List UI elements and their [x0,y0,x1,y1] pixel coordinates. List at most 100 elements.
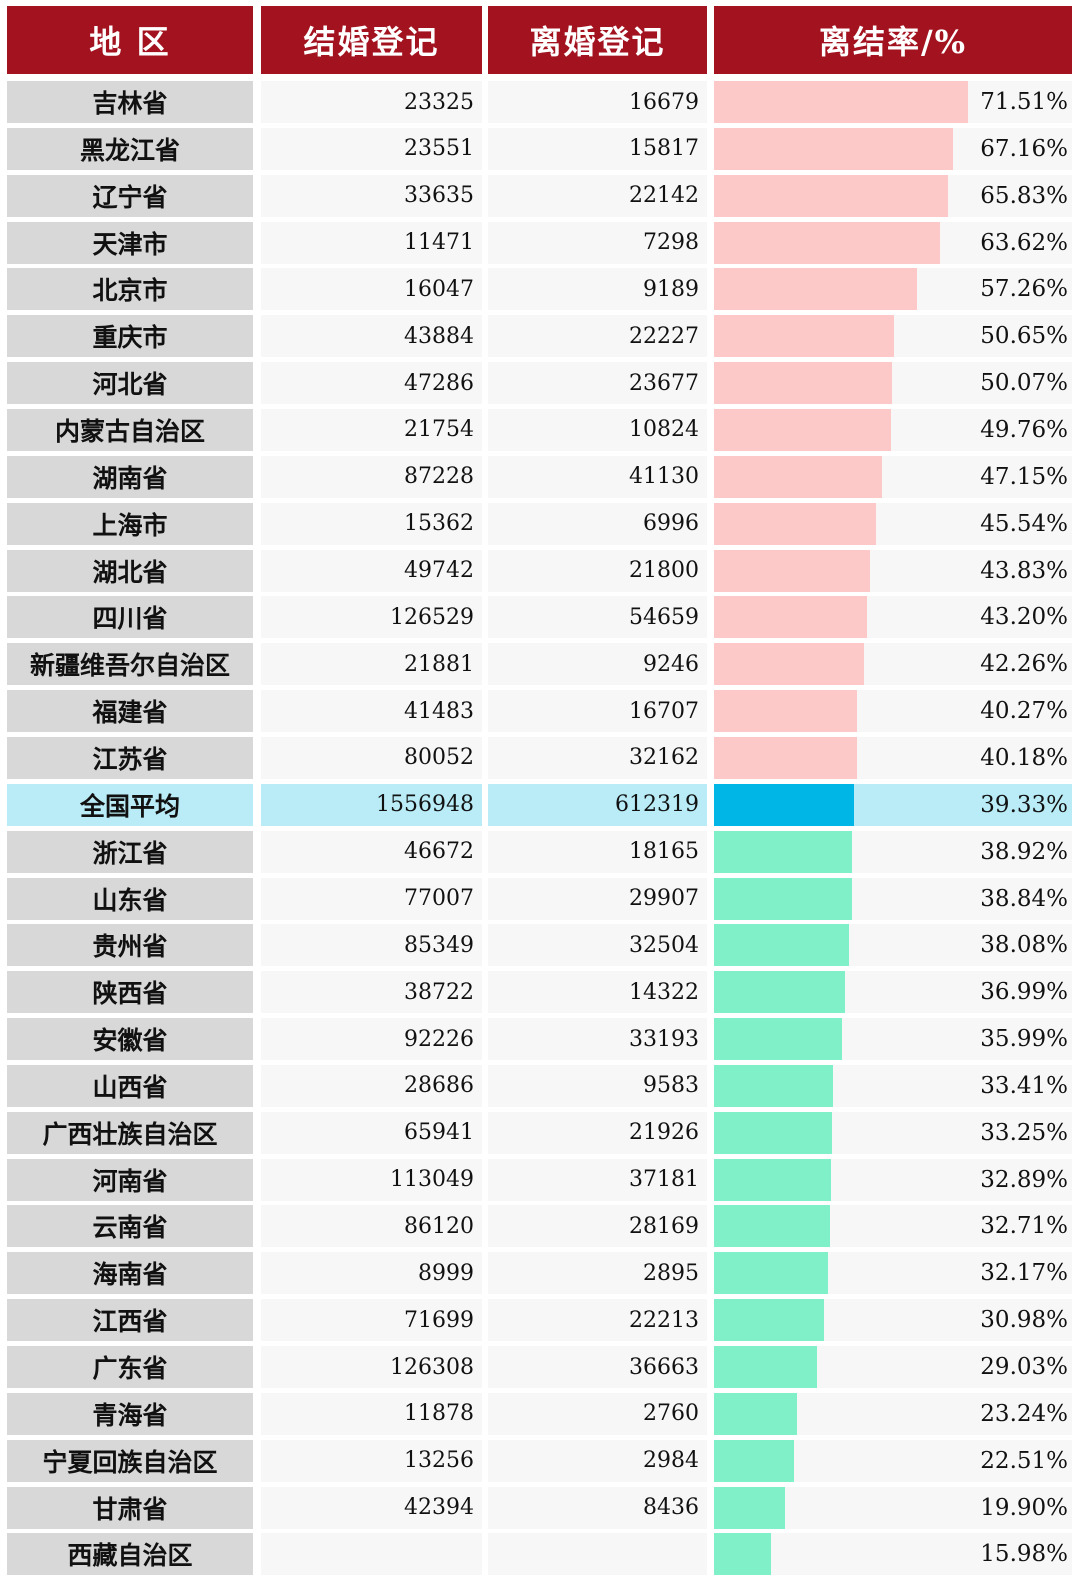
divorces-cell: 28169 [488,1205,707,1248]
table-row: 山西省 28686 9583 33.41% [0,1064,1080,1107]
table-row: 辽宁省 33635 22142 65.83% [0,174,1080,217]
divorces-cell [488,1533,707,1575]
rate-bar [714,1252,829,1295]
table-row: 青海省 11878 2760 23.24% [0,1392,1080,1435]
rate-cell: 43.83% [714,549,1072,592]
rate-cell: 38.08% [714,924,1072,967]
rate-bar [714,924,850,967]
rate-label: 35.99% [980,1026,1068,1052]
table-row: 北京市 16047 9189 57.26% [0,268,1080,311]
rate-cell: 71.51% [714,81,1072,123]
region-cell: 贵州省 [7,924,253,967]
rate-label: 43.20% [980,604,1068,631]
marriages-cell: 8999 [261,1252,482,1295]
table-row: 西藏自治区 15.98% [0,1533,1080,1575]
rate-label: 39.33% [980,791,1068,818]
divorces-cell: 14322 [488,971,707,1014]
marriages-cell: 126529 [261,596,482,639]
region-cell: 吉林省 [7,81,253,123]
region-cell: 湖北省 [7,549,253,592]
rate-bar [714,1018,842,1060]
region-cell: 安徽省 [7,1018,253,1060]
divorces-cell: 29907 [488,877,707,920]
rate-cell: 38.84% [714,877,1072,920]
rate-cell: 47.15% [714,455,1072,498]
table-row: 福建省 41483 16707 40.27% [0,690,1080,733]
table-row: 上海市 15362 6996 45.54% [0,502,1080,545]
rate-label: 47.15% [980,463,1068,490]
rate-bar [714,1439,794,1482]
table-row: 新疆维吾尔自治区 21881 9246 42.26% [0,643,1080,686]
divorces-cell: 22227 [488,315,707,358]
divorces-cell: 612319 [488,783,707,826]
marriages-cell: 126308 [261,1346,482,1388]
marriages-cell: 41483 [261,690,482,733]
region-cell: 四川省 [7,596,253,639]
rate-label: 33.25% [980,1119,1068,1146]
divorces-cell: 22213 [488,1299,707,1342]
rate-label: 57.26% [980,276,1068,303]
region-cell: 海南省 [7,1252,253,1295]
rate-label: 22.51% [980,1447,1068,1474]
rate-label: 33.41% [980,1072,1068,1099]
rate-bar [714,596,868,639]
marriages-cell: 49742 [261,549,482,592]
region-cell: 青海省 [7,1392,253,1435]
rate-label: 30.98% [980,1307,1068,1334]
rate-bar [714,1158,831,1201]
divorces-cell: 9583 [488,1064,707,1107]
table-row: 湖北省 49742 21800 43.83% [0,549,1080,592]
rate-cell: 57.26% [714,268,1072,311]
rate-cell: 15.98% [714,1533,1072,1575]
marriages-cell: 21754 [261,408,482,451]
marriages-cell: 13256 [261,1439,482,1482]
rate-bar [714,736,857,779]
region-cell: 陕西省 [7,971,253,1014]
rate-bar [714,830,853,873]
rate-bar [714,1205,831,1248]
divorces-cell: 2895 [488,1252,707,1295]
region-cell: 河北省 [7,362,253,405]
region-cell: 山西省 [7,1064,253,1107]
rate-label: 71.51% [980,89,1068,115]
rate-cell: 49.76% [714,408,1072,451]
marriages-cell: 21881 [261,643,482,686]
table-row: 河南省 113049 37181 32.89% [0,1158,1080,1201]
rate-label: 23.24% [980,1400,1068,1427]
marriages-cell: 65941 [261,1111,482,1154]
rate-label: 40.18% [980,744,1068,771]
region-cell: 江西省 [7,1299,253,1342]
table-row: 河北省 47286 23677 50.07% [0,362,1080,405]
rate-label: 40.27% [980,698,1068,725]
rate-cell: 39.33% [714,783,1072,826]
region-cell: 湖南省 [7,455,253,498]
rate-bar [714,1392,797,1435]
divorces-cell: 9246 [488,643,707,686]
rate-bar [714,877,852,920]
region-cell: 西藏自治区 [7,1533,253,1575]
marriages-cell: 11878 [261,1392,482,1435]
rate-cell: 33.25% [714,1111,1072,1154]
region-cell: 新疆维吾尔自治区 [7,643,253,686]
rate-cell: 40.18% [714,736,1072,779]
table-row: 吉林省 23325 16679 71.51% [0,81,1080,123]
rate-label: 42.26% [980,651,1068,678]
rate-bar [714,1299,824,1342]
rate-bar [714,1346,818,1388]
rate-cell: 30.98% [714,1299,1072,1342]
table-row: 云南省 86120 28169 32.71% [0,1205,1080,1248]
region-cell: 山东省 [7,877,253,920]
divorces-cell: 41130 [488,455,707,498]
divorces-cell: 10824 [488,408,707,451]
divorces-cell: 8436 [488,1486,707,1529]
rate-cell: 29.03% [714,1346,1072,1388]
marriages-cell: 28686 [261,1064,482,1107]
rate-cell: 23.24% [714,1392,1072,1435]
rate-label: 32.17% [980,1260,1068,1287]
table-row: 重庆市 43884 22227 50.65% [0,315,1080,358]
rate-bar [714,643,865,686]
marriages-cell: 33635 [261,174,482,217]
region-cell: 云南省 [7,1205,253,1248]
rate-label: 67.16% [980,135,1068,162]
region-cell: 天津市 [7,221,253,264]
